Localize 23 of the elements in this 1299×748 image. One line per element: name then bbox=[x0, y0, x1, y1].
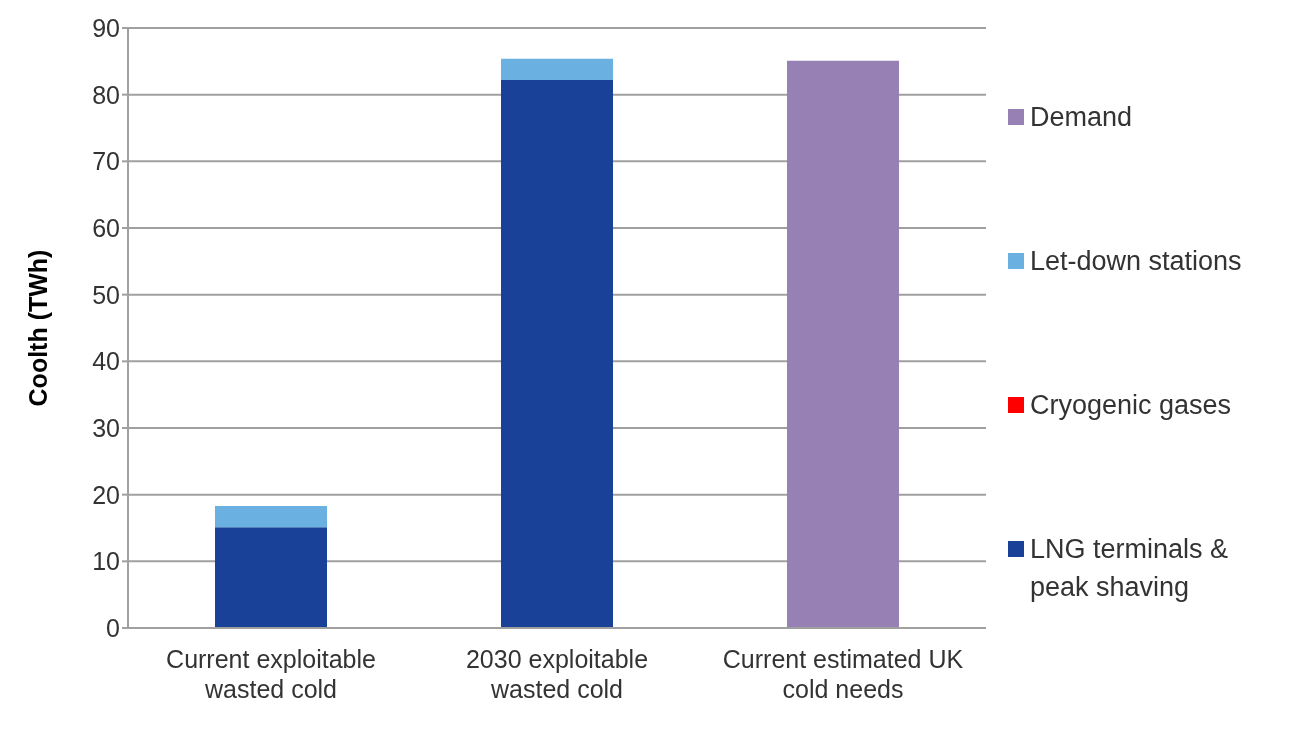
y-tick-label: 70 bbox=[92, 147, 120, 176]
x-tick-label: Current exploitable wasted cold bbox=[166, 645, 376, 703]
legend-label: Let-down stations bbox=[1030, 245, 1243, 278]
y-tick-label: 50 bbox=[92, 280, 120, 309]
y-tick-label: 10 bbox=[92, 547, 120, 576]
bar bbox=[215, 506, 327, 528]
y-tick-label: 40 bbox=[92, 347, 120, 376]
y-tick-label: 60 bbox=[92, 213, 120, 242]
y-tick-label: 20 bbox=[92, 480, 120, 509]
y-tick-label: 0 bbox=[106, 613, 120, 642]
legend-label: Demand bbox=[1030, 101, 1134, 134]
bar bbox=[215, 527, 327, 628]
bar bbox=[501, 58, 613, 80]
y-tick-label: 80 bbox=[92, 80, 120, 109]
y-tick-label: 90 bbox=[92, 13, 120, 42]
bar bbox=[787, 60, 899, 628]
legend-label: Cryogenic gases bbox=[1030, 389, 1233, 422]
x-tick-label: 2030 exploitable wasted cold bbox=[465, 645, 649, 703]
y-axis-title: Coolth (TWh) bbox=[23, 249, 52, 407]
bar bbox=[501, 80, 613, 628]
y-tick-label: 30 bbox=[92, 413, 120, 442]
x-tick-label: Current estimated UK cold needs bbox=[722, 645, 964, 703]
legend-label: LNG terminals & peak shaving bbox=[1030, 533, 1230, 604]
